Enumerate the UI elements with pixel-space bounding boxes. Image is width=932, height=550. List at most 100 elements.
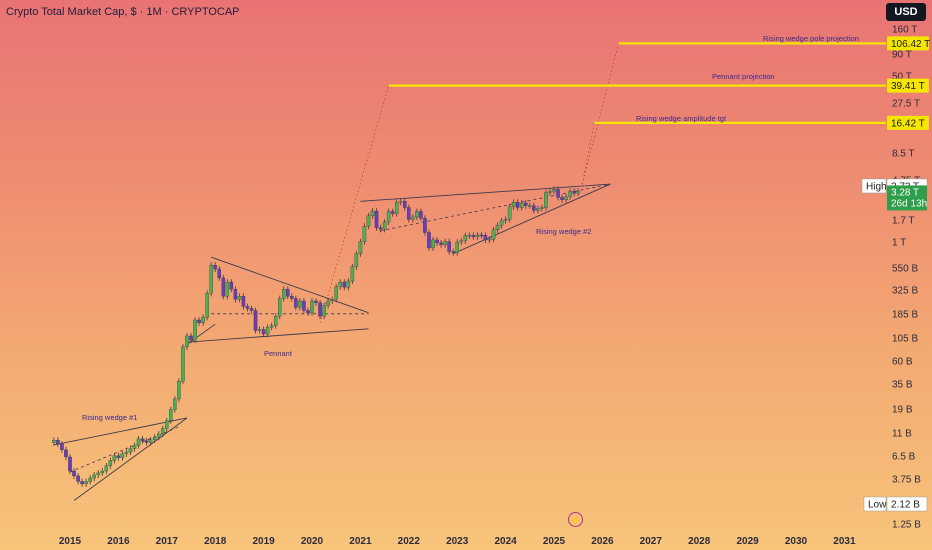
candle [100,468,105,477]
price-axis-tick: 550 B [892,264,918,275]
candle-body [298,300,302,308]
symbol-title[interactable]: Crypto Total Market Cap, $ · 1M · CRYPTO… [6,6,240,18]
countdown-text: 26d 13h [891,198,927,209]
lightning-icon[interactable]: ⚡ [568,512,583,527]
time-axis: 2015 2016 2017 2018 2019 2020 2021 2022 2023 2024… [59,536,856,547]
candle [536,205,540,214]
candle [479,232,484,239]
candle-body [342,281,347,288]
candle [68,454,72,475]
candle [140,435,145,444]
price-axis-tick: 1.25 B [892,520,921,531]
candle [294,295,298,311]
currency-button[interactable]: USD [886,3,926,21]
candle [548,188,552,196]
candle-body [467,235,472,237]
rising-wedge-1-label: Rising wedge #1 [82,413,137,422]
candle [88,475,92,485]
candle-body [229,281,234,290]
candle [552,186,556,195]
candle-body [411,216,415,220]
candle [257,326,262,334]
candle [136,435,141,449]
pennant-pole [186,323,216,345]
candle [249,305,254,314]
candle-body [156,433,161,438]
candle-body [318,302,322,317]
candle-body [439,242,443,245]
candle [427,229,431,252]
projection-badge-text: 106.42 T [891,39,930,50]
price-axis-tick: 27.5 T [892,99,920,110]
candle [370,208,375,219]
candle [52,437,56,446]
candle-body [382,221,387,230]
candle-body [96,472,100,476]
candle-body [346,280,351,288]
candle [197,317,201,326]
candle-body [479,234,484,237]
time-axis-tick: 2017 [156,536,179,547]
candle-body [366,215,371,227]
high-label-box [861,178,887,194]
low-label: Low [868,500,887,511]
time-axis-tick: 2021 [349,536,372,547]
time-axis-tick: 2031 [833,536,856,547]
candle-body [528,205,532,207]
candle [447,238,451,255]
candle-body [350,266,355,282]
candle-body [217,268,221,279]
candle-body [463,235,468,241]
candle-body [576,191,580,194]
pennant-upper [211,256,369,314]
candle [306,307,310,316]
projection-badge-text: 39.41 T [891,81,925,92]
candle [576,188,580,197]
candle [261,326,266,338]
candle [265,324,270,338]
candle-body [241,296,246,307]
candle [277,295,282,320]
candle [193,317,197,344]
candle [378,224,383,233]
rising-wedge-2-upper [360,183,611,202]
pennant-projection-path [319,85,389,323]
price-axis-tick: 185 B [892,310,918,321]
candle [528,202,532,209]
candle-body [310,300,314,313]
candle-body [564,196,568,200]
candle-body [294,298,298,308]
candle-body [451,251,455,253]
candle [431,237,435,252]
candle [475,232,480,240]
candle-body [68,456,72,472]
candle-body [128,448,133,453]
candle-body [221,277,226,297]
candle [76,473,80,485]
time-axis-tick: 2028 [688,536,711,547]
candle-body [455,241,459,253]
candle-body [314,300,318,303]
candle-body [72,470,76,477]
low-badge-text: 2.12 B [891,500,920,511]
candle [423,215,427,236]
candle [330,296,334,305]
projection-badge [887,115,929,130]
price-axis-tick: 19 B [892,405,913,416]
candle [80,478,84,487]
candle [148,436,153,446]
candle [435,237,439,246]
time-axis-tick: 2015 [59,536,82,547]
candle-body [354,253,359,267]
price-axis-tick: 11 B [892,429,912,440]
candle [290,293,294,302]
candle-body [491,229,496,240]
candle [471,232,476,240]
candle-body [394,202,399,214]
candle [487,236,492,244]
time-axis-tick: 2025 [543,536,566,547]
candle [286,286,290,300]
candle-body [390,211,395,214]
